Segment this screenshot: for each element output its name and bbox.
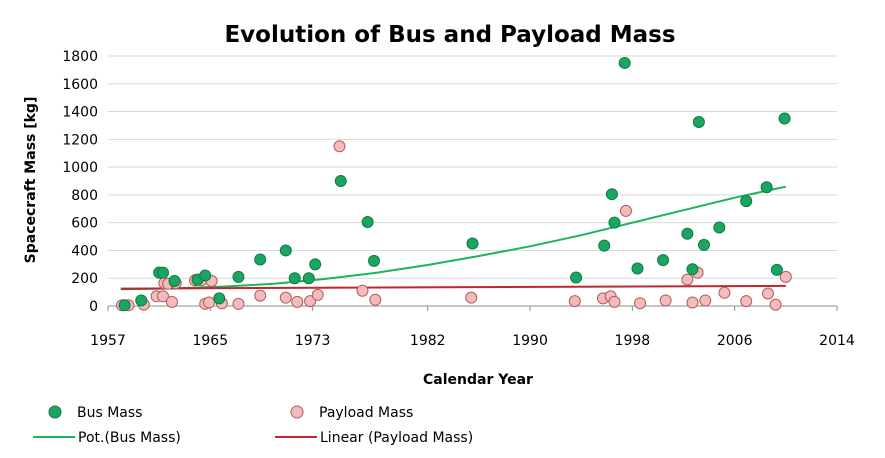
bus-mass-point bbox=[778, 112, 791, 125]
payload-mass-point bbox=[291, 295, 304, 308]
bus-mass-point bbox=[232, 270, 245, 283]
payload-mass-point bbox=[761, 287, 774, 300]
bus-mass-point bbox=[288, 272, 301, 285]
payload-mass-point bbox=[686, 296, 699, 309]
payload-mass-point bbox=[304, 295, 317, 308]
payload-mass-point bbox=[165, 295, 178, 308]
y-tick-label: 0 bbox=[89, 299, 98, 315]
y-tick-label: 1000 bbox=[62, 160, 98, 176]
y-tick-label: 200 bbox=[71, 271, 98, 287]
bus-mass-point bbox=[681, 227, 694, 240]
x-tick-label: 1965 bbox=[192, 333, 228, 349]
bus-mass-point bbox=[697, 238, 710, 251]
legend-marker-payload-mass bbox=[290, 405, 304, 419]
bus-mass-point bbox=[156, 266, 169, 279]
bus-mass-point bbox=[618, 56, 631, 69]
payload-mass-point bbox=[608, 295, 621, 308]
payload-mass-point bbox=[232, 297, 245, 310]
payload-mass-point bbox=[659, 294, 672, 307]
payload-mass-point bbox=[156, 290, 169, 303]
payload-mass-point bbox=[279, 291, 292, 304]
payload-mass-point bbox=[333, 140, 346, 153]
y-tick-label: 600 bbox=[71, 216, 98, 232]
y-tick-label: 1800 bbox=[62, 49, 98, 65]
payload-mass-point bbox=[769, 298, 782, 311]
bus-mass-point bbox=[608, 216, 621, 229]
payload-mass-point bbox=[699, 294, 712, 307]
x-tick-label: 1998 bbox=[615, 333, 651, 349]
bus-mass-trendline bbox=[120, 185, 787, 291]
y-tick-label: 1200 bbox=[62, 132, 98, 148]
bus-mass-point bbox=[368, 254, 381, 267]
axes: 0 200 400 600 800 1000 1200 1400 1600 1800 1957 196… bbox=[62, 49, 855, 349]
payload-mass-point bbox=[681, 273, 694, 286]
bus-mass-point bbox=[770, 263, 783, 276]
bus-mass-point bbox=[168, 275, 181, 287]
bus-mass-point bbox=[760, 181, 773, 194]
payload-mass-trendline bbox=[120, 284, 786, 290]
payload-mass-point bbox=[568, 295, 581, 308]
bus-mass-point bbox=[118, 299, 131, 312]
bus-mass-point bbox=[692, 115, 705, 128]
payload-mass-point bbox=[369, 293, 382, 306]
bus-mass-point bbox=[598, 239, 611, 252]
chart-title: Evolution of Bus and Payload Mass bbox=[224, 22, 675, 48]
bus-mass-point bbox=[279, 244, 292, 257]
legend-label-linear-payload-mass: Linear (Payload Mass) bbox=[320, 430, 473, 446]
y-axis-label: Spacecraft Mass [kg] bbox=[23, 97, 39, 264]
bus-mass-point bbox=[570, 271, 583, 284]
bus-mass-point bbox=[713, 221, 726, 234]
legend: Bus Mass Payload Mass Pot.(Bus Mass) Linear… bbox=[33, 405, 473, 446]
payload-mass-point bbox=[254, 289, 267, 302]
y-tick-label: 1600 bbox=[62, 77, 98, 93]
y-tick-label: 1400 bbox=[62, 105, 98, 121]
payload-mass-point bbox=[619, 204, 632, 217]
x-tick-label: 2006 bbox=[717, 333, 753, 349]
data-points bbox=[116, 56, 792, 312]
gridlines bbox=[108, 55, 837, 279]
x-tick-label: 1982 bbox=[410, 333, 446, 349]
bus-mass-point bbox=[309, 258, 322, 271]
trendlines bbox=[120, 185, 787, 291]
x-tick-label: 2014 bbox=[819, 333, 855, 349]
x-axis-label: Calendar Year bbox=[423, 372, 533, 388]
payload-mass-point bbox=[311, 288, 324, 301]
legend-label-bus-mass: Bus Mass bbox=[77, 405, 142, 421]
bus-mass-point bbox=[605, 188, 618, 201]
bus-mass-point bbox=[302, 272, 315, 285]
legend-label-payload-mass: Payload Mass bbox=[319, 405, 413, 421]
bus-mass-point bbox=[199, 269, 212, 282]
y-tick-label: 400 bbox=[71, 243, 98, 259]
bus-mass-point bbox=[657, 254, 670, 267]
bus-mass-point bbox=[740, 195, 753, 208]
payload-mass-point bbox=[465, 291, 478, 304]
x-tick-label: 1990 bbox=[512, 333, 548, 349]
bus-mass-point bbox=[254, 253, 267, 266]
x-tick-label: 1957 bbox=[90, 333, 126, 349]
bus-mass-point bbox=[466, 237, 479, 250]
bus-mass-point bbox=[686, 263, 699, 276]
payload-mass-point bbox=[634, 297, 647, 310]
payload-mass-point bbox=[203, 296, 216, 309]
x-tick-label: 1973 bbox=[295, 333, 331, 349]
bus-mass-point bbox=[361, 215, 374, 228]
legend-marker-bus-mass bbox=[48, 405, 62, 419]
legend-label-pot-bus-mass: Pot.(Bus Mass) bbox=[78, 430, 181, 446]
bus-mass-point bbox=[334, 175, 347, 187]
payload-mass-point bbox=[356, 284, 369, 297]
payload-mass-point bbox=[718, 286, 731, 299]
bus-mass-point bbox=[631, 262, 644, 275]
bus-mass-point bbox=[213, 292, 226, 305]
bus-mass-point bbox=[135, 294, 148, 307]
payload-mass-point bbox=[779, 270, 792, 283]
y-tick-label: 800 bbox=[71, 188, 98, 204]
payload-mass-point bbox=[740, 295, 753, 308]
